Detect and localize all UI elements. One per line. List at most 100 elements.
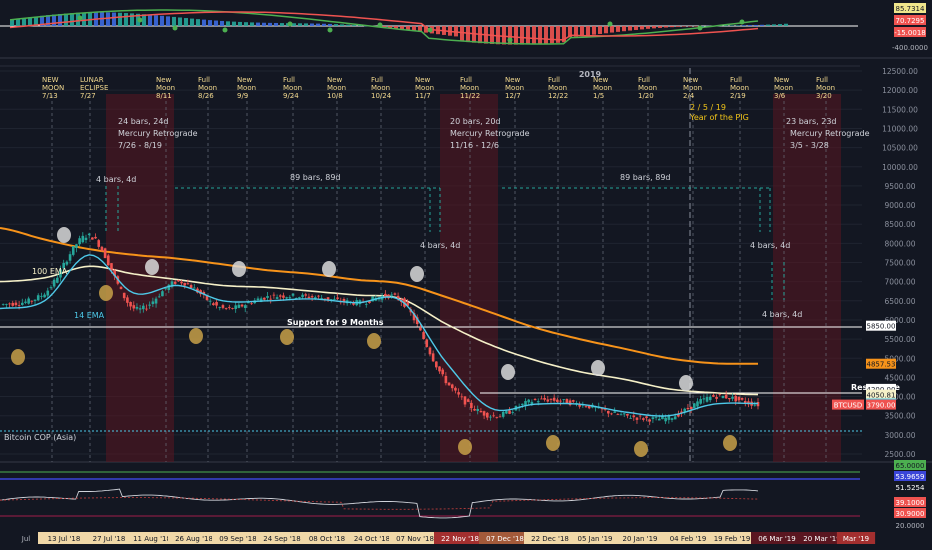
macd-bar bbox=[352, 25, 356, 26]
macd-axis-label: -400.0000 bbox=[892, 44, 928, 52]
pig-date: 2 / 5 / 19 bbox=[690, 103, 726, 112]
candle bbox=[20, 298, 24, 306]
macd-bar bbox=[148, 14, 152, 26]
macd-bar bbox=[754, 24, 758, 26]
time-axis-label: 05 Jan '19 bbox=[569, 532, 621, 544]
macd-bar bbox=[118, 12, 122, 26]
svg-text:-400.0000: -400.0000 bbox=[892, 44, 928, 52]
price-tick-label: 12500.00 bbox=[882, 67, 918, 76]
candle bbox=[234, 302, 237, 313]
candle bbox=[482, 410, 486, 420]
candle bbox=[473, 405, 476, 412]
rsi-axis-label: 53.9659 bbox=[894, 471, 926, 481]
candle bbox=[629, 415, 632, 419]
moon-label: Full Moon 8/26 bbox=[198, 76, 217, 100]
time-axis-label: 20 Jan '19 bbox=[614, 532, 666, 544]
macd-bar bbox=[628, 26, 632, 31]
candle bbox=[505, 410, 508, 415]
candle bbox=[59, 265, 62, 282]
candle bbox=[228, 304, 231, 310]
candle bbox=[189, 283, 193, 289]
candle bbox=[310, 294, 314, 301]
candle bbox=[84, 234, 88, 243]
candle bbox=[275, 294, 279, 300]
new-moon-marker bbox=[322, 261, 336, 277]
time-axis[interactable]: Jul 13 Jul '18 27 Jul '18 11 Aug '18 26 Aug … bbox=[0, 528, 932, 550]
candle bbox=[721, 395, 725, 399]
candle bbox=[476, 405, 480, 415]
macd-bar bbox=[58, 13, 62, 26]
macd-cross-dot bbox=[739, 19, 745, 25]
candle bbox=[142, 303, 145, 313]
macd-bar bbox=[574, 26, 578, 37]
full-moon-marker bbox=[367, 333, 381, 349]
candle bbox=[106, 253, 110, 266]
candle bbox=[304, 292, 308, 299]
macd-bar bbox=[190, 18, 194, 26]
time-axis-label: 19 Feb '19 bbox=[706, 532, 758, 544]
retro2-dates: 11/16 - 12/6 bbox=[450, 141, 499, 150]
moon-label: Full Moon 2/19 bbox=[730, 76, 749, 100]
candle bbox=[524, 398, 527, 411]
candle bbox=[731, 393, 734, 402]
macd-bar bbox=[466, 26, 470, 43]
candle bbox=[46, 287, 50, 299]
macd-bar bbox=[736, 25, 740, 26]
price-marker: 4857.53 bbox=[866, 358, 896, 369]
moon-label: Full Moon 10/24 bbox=[371, 76, 392, 100]
macd-bar bbox=[52, 14, 56, 26]
time-axis-label: 07 Dec '18 bbox=[479, 532, 531, 544]
macd-bar bbox=[514, 26, 518, 45]
time-axis-label: 22 Dec '18 bbox=[524, 532, 576, 544]
candle bbox=[492, 412, 495, 418]
candle bbox=[425, 338, 429, 348]
macd-bar bbox=[688, 26, 692, 27]
candle bbox=[135, 303, 139, 311]
macd-bar bbox=[508, 26, 512, 45]
macd-bar bbox=[406, 26, 410, 31]
macd-bar bbox=[700, 25, 704, 27]
candle bbox=[49, 285, 53, 290]
pig-text: Year of the PIG bbox=[689, 113, 749, 122]
candle bbox=[65, 260, 69, 267]
price-tick-label: 5000.00 bbox=[884, 354, 915, 363]
candle bbox=[543, 394, 546, 402]
svg-text:05 Jan '19: 05 Jan '19 bbox=[578, 535, 613, 543]
candle bbox=[460, 393, 464, 400]
macd-bar bbox=[220, 20, 224, 26]
macd-bar bbox=[196, 19, 200, 26]
candle bbox=[208, 298, 212, 306]
macd-cross-dot bbox=[507, 37, 513, 43]
candle bbox=[556, 397, 559, 403]
macd-bar bbox=[130, 13, 134, 26]
candle bbox=[578, 401, 581, 409]
candle bbox=[240, 303, 244, 308]
time-axis-label: 06 Mar '19 bbox=[751, 532, 803, 544]
candle bbox=[444, 372, 448, 386]
price-axis[interactable]: 12500.00 12000.00 11500.00 11000.00 10500.00… bbox=[832, 67, 918, 459]
svg-text:20 Mar '19: 20 Mar '19 bbox=[803, 535, 840, 543]
candle bbox=[645, 415, 648, 422]
candle bbox=[237, 302, 241, 309]
candle bbox=[269, 295, 273, 304]
price-tick-label: 10500.00 bbox=[882, 144, 918, 153]
candle bbox=[699, 395, 702, 405]
time-axis-label: 22 Nov '18 bbox=[434, 532, 486, 544]
macd-bar bbox=[658, 26, 662, 28]
candle bbox=[215, 298, 218, 309]
macd-bar bbox=[322, 23, 326, 26]
candle bbox=[571, 399, 575, 404]
candle bbox=[457, 388, 460, 398]
candle bbox=[100, 245, 104, 252]
candle bbox=[546, 395, 550, 403]
price-tick-label: 10000.00 bbox=[882, 163, 918, 172]
span2-label: 89 bars, 89d bbox=[620, 173, 671, 182]
candle bbox=[157, 293, 161, 298]
macd-bar bbox=[784, 23, 788, 26]
macd-bar bbox=[592, 26, 596, 35]
rsi-panel: 65.0000 53.9659 51.5254 39.1000 30.9000 20.00… bbox=[0, 460, 926, 530]
candle bbox=[422, 330, 425, 340]
macd-axis-labels: 85.7314 70.7295 -15.0018 -400.0000 bbox=[892, 3, 928, 52]
moon-label: New Moon 9/9 bbox=[237, 76, 256, 100]
